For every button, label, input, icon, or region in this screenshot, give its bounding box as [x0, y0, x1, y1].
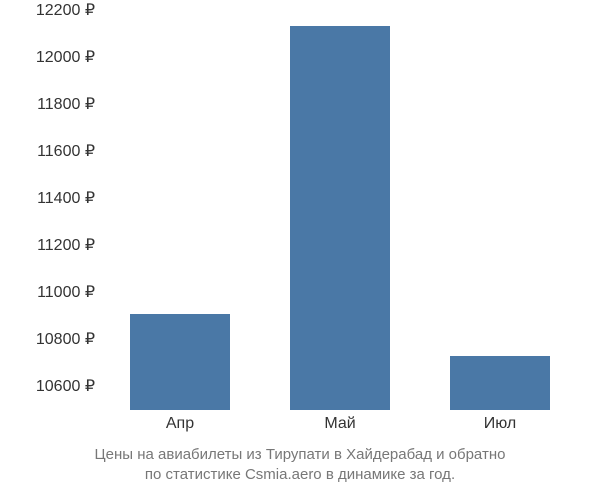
y-tick-label: 11600 ₽: [37, 141, 95, 161]
y-tick-label: 11000 ₽: [37, 282, 95, 302]
y-tick-label: 12000 ₽: [36, 47, 95, 67]
bar: [130, 314, 229, 410]
bar: [290, 26, 389, 410]
y-tick-label: 10800 ₽: [36, 329, 95, 349]
plot-area: [100, 10, 580, 410]
x-tick-label: Май: [324, 415, 355, 433]
x-axis: Апр Май Июл: [100, 415, 580, 440]
chart-caption: Цены на авиабилеты из Тирупати в Хайдера…: [0, 445, 600, 486]
y-tick-label: 11200 ₽: [37, 235, 95, 255]
x-tick-label: Апр: [166, 415, 194, 433]
y-tick-label: 10600 ₽: [36, 376, 95, 396]
price-chart: 10600 ₽ 10800 ₽ 11000 ₽ 11200 ₽ 11400 ₽ 11600…: [0, 0, 600, 500]
y-axis: 10600 ₽ 10800 ₽ 11000 ₽ 11200 ₽ 11400 ₽ 11600…: [0, 10, 95, 410]
y-tick-label: 11800 ₽: [37, 94, 95, 114]
caption-line-1: Цены на авиабилеты из Тирупати в Хайдера…: [95, 446, 506, 463]
x-tick-label: Июл: [484, 415, 516, 433]
y-tick-label: 11400 ₽: [37, 188, 95, 208]
y-tick-label: 12200 ₽: [36, 0, 95, 20]
caption-line-2: по статистике Csmia.aero в динамике за г…: [145, 466, 455, 483]
bar: [450, 356, 549, 410]
